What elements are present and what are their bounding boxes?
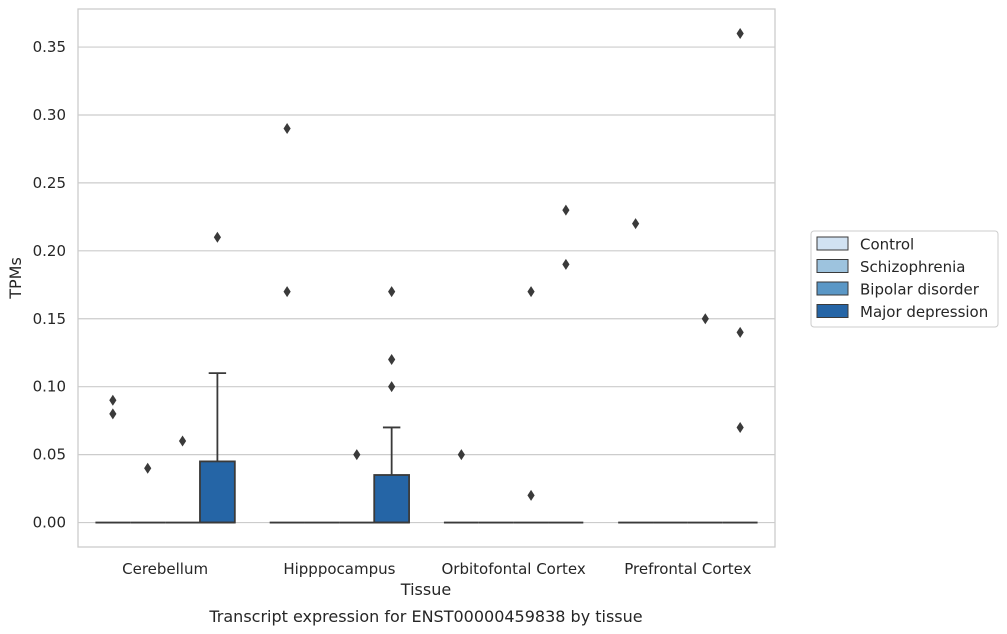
legend-label: Control: [860, 236, 914, 254]
y-tick-label: 0.30: [33, 106, 66, 124]
legend-label: Major depression: [860, 303, 988, 321]
y-tick-label: 0.20: [33, 242, 66, 260]
box: [373, 474, 410, 524]
legend-swatch: [816, 259, 849, 273]
outlier-point: [178, 435, 187, 447]
box: [199, 460, 236, 524]
chart-caption: Transcript expression for ENST0000045983…: [208, 607, 642, 626]
y-tick-label: 0.10: [33, 378, 66, 396]
legend-swatch: [816, 304, 849, 318]
legend-label: Schizophrenia: [860, 258, 965, 276]
outliers: [109, 27, 744, 501]
y-tick-label: 0.05: [33, 446, 66, 464]
outlier-point: [388, 286, 396, 298]
x-tick-label: Hipppocampus: [283, 560, 395, 578]
x-tick-label: Prefrontal Cortex: [624, 560, 751, 578]
outlier-point: [527, 286, 535, 298]
legend-frame: [810, 230, 999, 328]
outlier-point: [527, 489, 535, 501]
y-axis-label: TPMs: [6, 257, 25, 300]
outlier-point: [109, 394, 117, 406]
outlier-point: [388, 381, 396, 393]
outlier-point: [457, 449, 465, 461]
outlier-point: [701, 313, 709, 325]
plot-area-frame: [77, 8, 776, 548]
outlier-point: [109, 408, 117, 420]
legend-label: Bipolar disorder: [860, 281, 980, 299]
outlier-point: [388, 354, 396, 366]
y-tick-label: 0.00: [33, 514, 66, 532]
outlier-point: [213, 231, 221, 243]
y-tick-labels: 0.00 0.05 0.10 0.15 0.20 0.25 0.30 0.35: [33, 38, 66, 532]
outlier-point: [283, 123, 291, 135]
outlier-point: [144, 462, 152, 474]
legend-swatch: [816, 281, 849, 296]
legend-swatch: [816, 236, 849, 251]
x-tick-label: Cerebellum: [122, 560, 208, 578]
outlier-point: [562, 204, 570, 216]
x-tick-label: Orbitofontal Cortex: [442, 560, 586, 578]
boxes: [95, 372, 758, 524]
legend: Control Schizophrenia Bipolar disorder Majo…: [810, 230, 999, 328]
x-axis-label: Tissue: [400, 580, 451, 599]
y-tick-label: 0.15: [33, 310, 66, 328]
outlier-point: [562, 258, 570, 270]
y-tick-label: 0.25: [33, 174, 66, 192]
outlier-point: [736, 421, 744, 433]
x-tick-labels: Cerebellum Hipppocampus Orbitofontal Corte…: [122, 560, 751, 578]
outlier-point: [632, 218, 640, 230]
gridlines: [78, 46, 775, 524]
outlier-point: [283, 286, 291, 298]
outlier-point: [736, 326, 744, 338]
outlier-point: [736, 27, 744, 39]
outlier-point: [353, 449, 361, 461]
y-tick-label: 0.35: [33, 38, 66, 56]
